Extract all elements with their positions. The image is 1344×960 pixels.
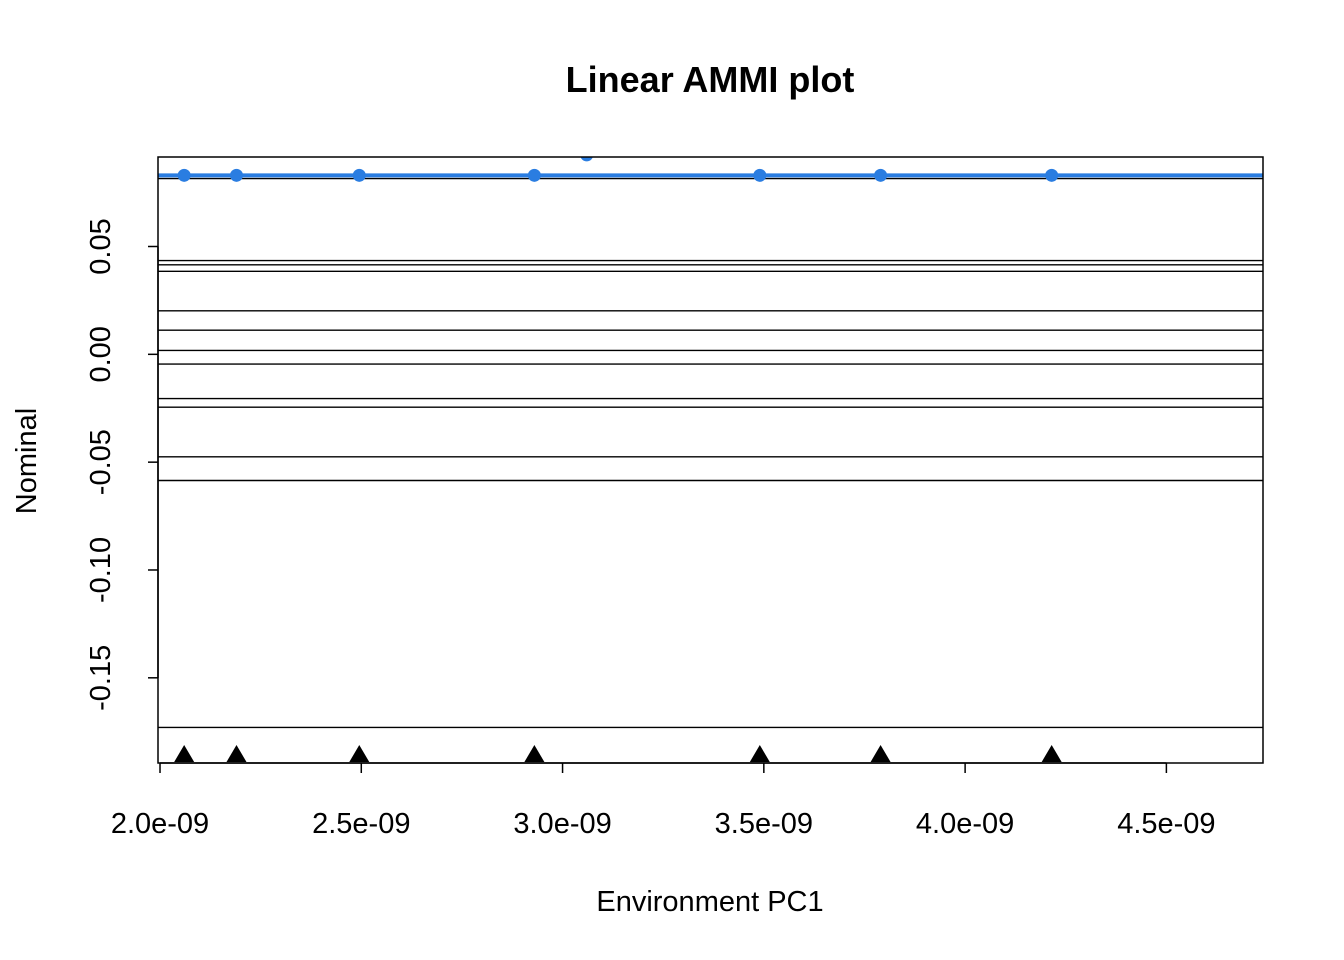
y-tick-label-3: 0.00: [85, 326, 117, 382]
highlight-point-2: [352, 168, 366, 182]
x-tick-label-1: 2.5e-09: [312, 808, 410, 840]
highlight-point-0: [177, 168, 191, 182]
environment-marker-1: [226, 745, 247, 762]
environment-marker-3: [524, 745, 545, 762]
y-axis: -0.15 -0.10 -0.05 0.00 0.05: [85, 218, 159, 711]
highlight-point-1: [229, 168, 243, 182]
highlight-point-3: [527, 168, 541, 182]
chart-title: Linear AMMI plot: [566, 59, 855, 100]
environment-marker-5: [870, 745, 891, 762]
x-tick-label-0: 2.0e-09: [111, 808, 209, 840]
x-tick-label-2: 3.0e-09: [513, 808, 611, 840]
genotype-lines: [158, 174, 1263, 729]
x-tick-label-5: 4.5e-09: [1117, 808, 1215, 840]
highlight-point-extra: [580, 157, 593, 162]
plot-area: [158, 157, 1263, 762]
y-tick-label-1: -0.10: [85, 537, 117, 603]
x-axis-label: Environment PC1: [596, 886, 823, 918]
environment-marker-0: [174, 745, 195, 762]
environment-marker-6: [1041, 745, 1062, 762]
y-axis-label: Nominal: [11, 408, 43, 514]
x-tick-label-3: 3.5e-09: [715, 808, 813, 840]
environment-marker-2: [349, 745, 370, 762]
y-tick-label-2: -0.05: [85, 429, 117, 495]
x-axis: 2.0e-09 2.5e-09 3.0e-09 3.5e-09 4.0e-09 4.5e-…: [111, 762, 1216, 840]
x-tick-label-4: 4.0e-09: [916, 808, 1014, 840]
environment-markers: [174, 745, 1062, 762]
highlight-point-6: [1045, 168, 1059, 182]
y-tick-label-4: 0.05: [85, 218, 117, 274]
highlight-point-4: [753, 168, 767, 182]
y-tick-label-0: -0.15: [85, 645, 117, 711]
environment-marker-4: [749, 745, 770, 762]
highlight-point-5: [874, 168, 888, 182]
highlight-series: [158, 157, 1263, 182]
plot-frame: [157, 156, 1264, 764]
